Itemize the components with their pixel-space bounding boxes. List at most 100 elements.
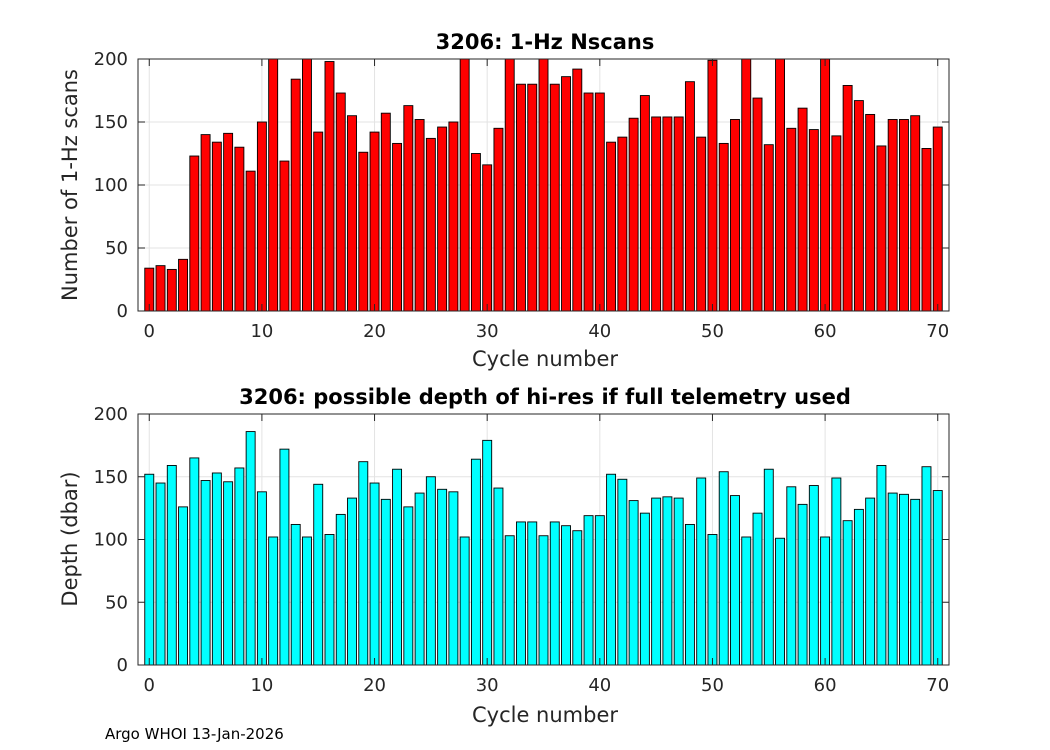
bar-cycle-20 (369, 131, 380, 312)
bar-cycle-1 (155, 482, 166, 666)
bar-cycle-48 (684, 523, 695, 666)
bar-cycle-54 (752, 97, 763, 312)
bar-cycle-61 (831, 477, 842, 666)
bar-cycle-8 (234, 146, 245, 312)
bar-cycle-41 (606, 141, 617, 312)
bar-cycle-55 (763, 144, 774, 312)
bar-cycle-32 (504, 535, 515, 666)
bar-cycle-30 (482, 439, 493, 666)
bar-cycle-44 (639, 512, 650, 666)
bar-cycle-65 (876, 145, 887, 312)
x-tick-label: 70 (926, 321, 949, 342)
bar-cycle-46 (662, 496, 673, 666)
bar-cycle-40 (594, 515, 605, 666)
bar-cycle-32 (504, 58, 515, 312)
bar-cycle-67 (898, 119, 909, 312)
chart-title: 3206: 1-Hz Nscans (436, 30, 655, 54)
bar-cycle-15 (313, 131, 324, 312)
y-tick-label: 100 (94, 175, 128, 196)
bar-cycle-47 (673, 497, 684, 666)
bar-cycle-36 (549, 83, 560, 312)
bar-cycle-35 (538, 58, 549, 312)
bar-cycle-38 (572, 68, 583, 312)
bar-cycle-64 (865, 497, 876, 666)
bar-cycle-63 (853, 100, 864, 312)
bar-cycle-30 (482, 164, 493, 312)
bar-cycle-9 (245, 170, 256, 312)
bar-cycle-37 (561, 76, 571, 312)
bar-cycle-50 (707, 59, 718, 312)
bar-cycle-4 (189, 155, 200, 312)
bar-cycle-33 (516, 521, 526, 666)
y-tick-label: 200 (94, 404, 128, 425)
y-axis-label: Depth (dbar) (58, 471, 82, 606)
bar-cycle-60 (820, 58, 831, 312)
bar-cycle-2 (166, 465, 177, 666)
bar-cycle-8 (234, 467, 245, 666)
x-tick-label: 0 (144, 675, 155, 696)
bar-cycle-17 (335, 513, 346, 666)
bar-cycle-21 (380, 498, 391, 666)
x-tick-label: 40 (588, 321, 611, 342)
bar-cycle-28 (459, 536, 470, 666)
x-tick-label: 60 (814, 321, 837, 342)
bar-cycle-10 (256, 121, 267, 312)
bar-cycle-42 (617, 136, 628, 312)
bar-cycle-66 (887, 492, 898, 666)
bar-cycle-19 (358, 151, 369, 312)
bar-cycle-22 (392, 468, 403, 666)
bar-cycle-38 (572, 530, 583, 666)
chart-depth: 3206: possible depth of hi-res if full t… (58, 385, 950, 727)
footer-text: Argo WHOI 13-Jan-2026 (105, 725, 284, 743)
bar-cycle-7 (223, 132, 234, 312)
bar-cycle-39 (583, 92, 594, 312)
y-tick-label: 100 (94, 530, 128, 551)
y-tick-label: 50 (105, 238, 128, 259)
bar-cycle-51 (718, 142, 729, 312)
bar-cycle-52 (730, 119, 740, 312)
bar-cycle-26 (437, 126, 448, 312)
bar-cycle-21 (380, 112, 391, 312)
bar-cycle-33 (516, 83, 526, 312)
bar-cycle-56 (775, 58, 785, 312)
bar-cycle-27 (448, 491, 459, 666)
bar-cycle-50 (707, 534, 718, 666)
y-tick-label: 0 (117, 655, 128, 676)
bar-cycle-37 (561, 525, 571, 666)
bar-cycle-18 (347, 497, 357, 666)
bar-cycle-70 (932, 490, 943, 666)
bar-cycle-14 (302, 58, 312, 312)
bar-cycle-3 (178, 258, 189, 312)
bar-cycle-45 (651, 116, 662, 312)
bar-cycle-34 (527, 521, 538, 666)
bar-cycle-13 (290, 78, 301, 312)
bar-cycle-29 (470, 458, 481, 666)
bar-cycle-51 (718, 471, 729, 666)
bar-cycle-16 (324, 61, 335, 312)
x-tick-label: 40 (588, 675, 611, 696)
bar-cycle-7 (223, 481, 234, 666)
bar-cycle-49 (696, 477, 707, 666)
bar-cycle-5 (200, 480, 211, 666)
chart-nscans: 3206: 1-Hz Nscans Cycle number Number of… (58, 30, 950, 371)
bar-cycle-66 (887, 119, 898, 312)
bar-cycle-36 (549, 521, 560, 666)
bar-cycle-62 (842, 520, 853, 666)
bar-cycle-27 (448, 121, 459, 312)
x-tick-label: 10 (250, 675, 273, 696)
x-tick-label: 30 (476, 321, 499, 342)
bar-cycle-12 (279, 448, 290, 666)
bar-cycle-62 (842, 85, 853, 312)
y-tick-label: 0 (117, 301, 128, 322)
bar-cycle-49 (696, 136, 707, 312)
bar-cycle-11 (268, 58, 279, 312)
bar-cycle-23 (403, 506, 414, 666)
bar-cycle-31 (493, 127, 504, 312)
bar-cycle-28 (459, 58, 470, 312)
bar-cycle-34 (527, 83, 538, 312)
bar-cycle-14 (302, 536, 312, 666)
bar-cycle-12 (279, 160, 290, 312)
x-axis-label: Cycle number (472, 347, 618, 371)
x-tick-label: 50 (701, 321, 724, 342)
